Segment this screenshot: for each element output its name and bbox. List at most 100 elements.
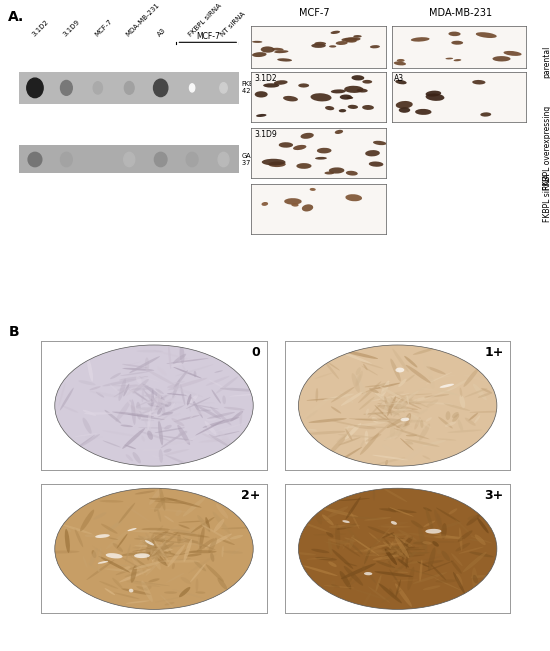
- Ellipse shape: [418, 527, 427, 553]
- Ellipse shape: [116, 565, 141, 575]
- Ellipse shape: [156, 401, 168, 406]
- Ellipse shape: [392, 560, 414, 574]
- Text: 1+: 1+: [484, 346, 504, 359]
- Ellipse shape: [376, 405, 400, 415]
- Ellipse shape: [222, 546, 224, 557]
- Ellipse shape: [322, 514, 334, 525]
- Ellipse shape: [315, 373, 332, 379]
- Ellipse shape: [380, 396, 387, 414]
- Ellipse shape: [405, 551, 409, 568]
- Ellipse shape: [157, 508, 161, 522]
- Ellipse shape: [140, 396, 168, 415]
- Ellipse shape: [447, 380, 468, 392]
- Ellipse shape: [448, 430, 482, 433]
- Ellipse shape: [329, 581, 336, 590]
- Ellipse shape: [138, 431, 170, 441]
- Ellipse shape: [272, 48, 284, 51]
- Ellipse shape: [387, 401, 400, 406]
- Text: 3+: 3+: [485, 490, 504, 503]
- Ellipse shape: [314, 534, 346, 536]
- Ellipse shape: [218, 152, 229, 167]
- Ellipse shape: [398, 529, 417, 541]
- Ellipse shape: [145, 550, 158, 553]
- Ellipse shape: [344, 516, 383, 519]
- Ellipse shape: [311, 44, 326, 48]
- Ellipse shape: [375, 402, 411, 406]
- Ellipse shape: [315, 157, 327, 159]
- Ellipse shape: [337, 447, 362, 462]
- Ellipse shape: [367, 572, 376, 583]
- Ellipse shape: [173, 532, 210, 538]
- Ellipse shape: [128, 528, 136, 531]
- Ellipse shape: [398, 379, 406, 387]
- Ellipse shape: [459, 527, 463, 551]
- Ellipse shape: [458, 531, 472, 542]
- Ellipse shape: [331, 584, 340, 588]
- Ellipse shape: [158, 421, 163, 445]
- Text: FKBPL overexpressing: FKBPL overexpressing: [543, 105, 550, 189]
- Ellipse shape: [222, 395, 226, 404]
- Ellipse shape: [206, 564, 224, 582]
- Ellipse shape: [149, 487, 163, 505]
- Ellipse shape: [148, 404, 159, 408]
- Ellipse shape: [328, 539, 333, 555]
- Ellipse shape: [362, 80, 372, 83]
- Ellipse shape: [414, 417, 421, 430]
- Ellipse shape: [337, 350, 372, 364]
- Ellipse shape: [191, 408, 208, 417]
- Ellipse shape: [268, 161, 286, 167]
- Ellipse shape: [452, 414, 459, 422]
- Ellipse shape: [155, 419, 184, 422]
- Ellipse shape: [339, 109, 346, 113]
- Ellipse shape: [126, 454, 133, 462]
- Ellipse shape: [331, 89, 346, 93]
- Ellipse shape: [378, 400, 422, 404]
- Ellipse shape: [426, 90, 441, 96]
- Ellipse shape: [375, 405, 389, 420]
- Ellipse shape: [413, 572, 447, 584]
- Ellipse shape: [356, 367, 361, 375]
- Ellipse shape: [348, 105, 358, 109]
- Ellipse shape: [125, 544, 131, 562]
- Ellipse shape: [159, 486, 166, 510]
- Ellipse shape: [376, 420, 389, 422]
- Ellipse shape: [326, 531, 333, 538]
- Ellipse shape: [404, 413, 411, 426]
- Ellipse shape: [167, 544, 185, 567]
- Ellipse shape: [363, 412, 392, 415]
- Ellipse shape: [122, 368, 154, 371]
- Ellipse shape: [141, 541, 167, 557]
- Ellipse shape: [427, 400, 438, 407]
- Ellipse shape: [397, 59, 405, 62]
- Ellipse shape: [389, 549, 426, 550]
- Ellipse shape: [153, 398, 160, 412]
- Ellipse shape: [158, 406, 184, 417]
- Ellipse shape: [472, 80, 486, 85]
- Ellipse shape: [182, 436, 197, 445]
- Ellipse shape: [428, 547, 436, 571]
- Ellipse shape: [399, 107, 410, 113]
- Ellipse shape: [368, 161, 383, 167]
- Ellipse shape: [321, 508, 359, 517]
- Ellipse shape: [90, 391, 120, 398]
- Ellipse shape: [152, 455, 160, 458]
- Ellipse shape: [337, 430, 352, 442]
- Ellipse shape: [300, 133, 314, 139]
- Ellipse shape: [205, 421, 217, 435]
- Ellipse shape: [145, 391, 164, 409]
- Ellipse shape: [98, 561, 108, 564]
- Ellipse shape: [92, 152, 103, 167]
- Ellipse shape: [335, 524, 340, 549]
- Ellipse shape: [390, 533, 410, 548]
- Ellipse shape: [154, 542, 167, 562]
- Ellipse shape: [392, 348, 409, 372]
- Ellipse shape: [302, 204, 313, 212]
- Ellipse shape: [210, 406, 232, 425]
- Ellipse shape: [148, 531, 169, 543]
- Ellipse shape: [131, 557, 148, 568]
- Ellipse shape: [344, 37, 361, 42]
- Ellipse shape: [100, 500, 124, 503]
- Ellipse shape: [263, 83, 279, 88]
- Ellipse shape: [383, 399, 404, 408]
- Ellipse shape: [62, 406, 78, 413]
